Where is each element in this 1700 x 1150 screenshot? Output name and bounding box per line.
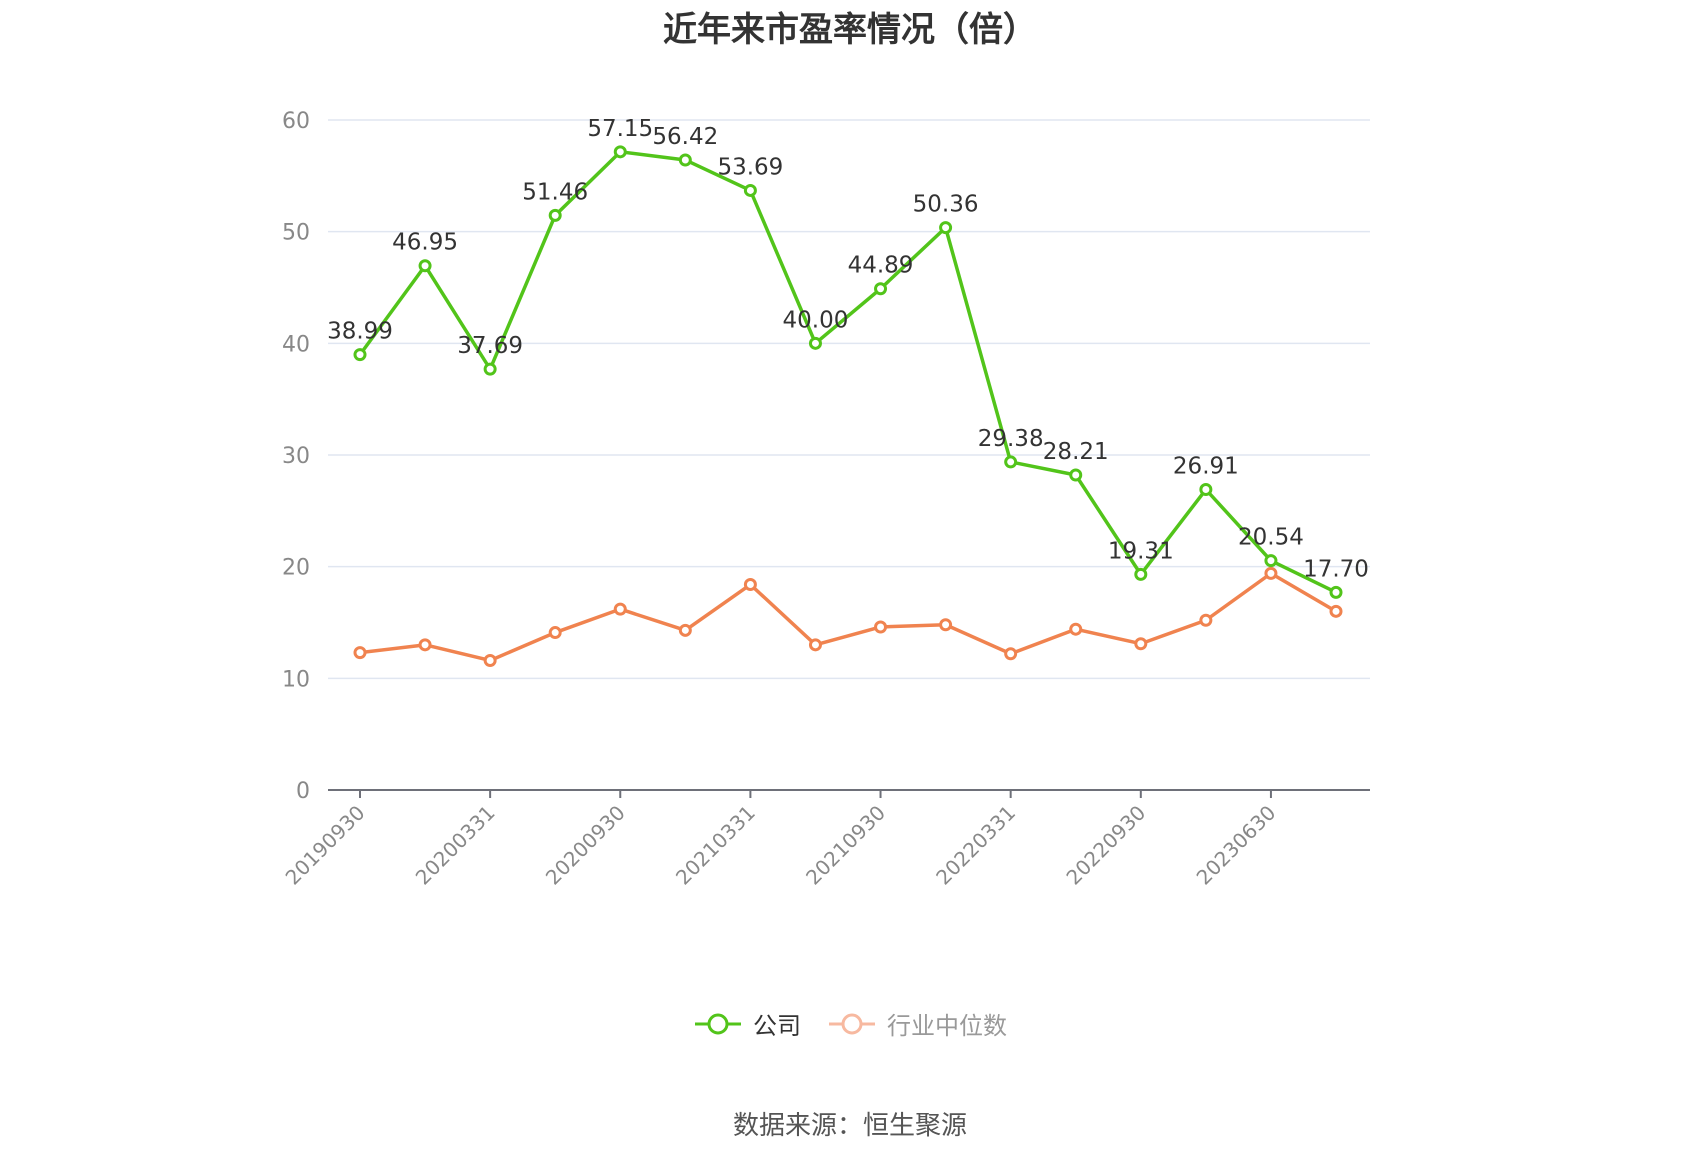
data-label: 29.38 bbox=[978, 426, 1044, 452]
series-0-point bbox=[678, 153, 692, 167]
y-tick-label: 0 bbox=[296, 779, 310, 804]
series-0-point bbox=[613, 145, 627, 159]
data-label: 20.54 bbox=[1238, 525, 1304, 551]
data-label: 38.99 bbox=[327, 319, 393, 345]
data-label: 53.69 bbox=[717, 154, 783, 180]
x-tick-label: 20200331 bbox=[411, 801, 500, 890]
y-tick-label: 50 bbox=[282, 221, 310, 246]
series-1-point bbox=[548, 626, 562, 640]
series-0-point bbox=[1329, 585, 1343, 599]
series-line-1 bbox=[359, 571, 1337, 663]
data-label: 56.42 bbox=[652, 124, 718, 150]
series-1-point bbox=[808, 638, 822, 652]
x-tick-label: 20210930 bbox=[801, 801, 890, 890]
series-1-point bbox=[1069, 622, 1083, 636]
series-1-point bbox=[1134, 637, 1148, 651]
data-label: 51.46 bbox=[522, 179, 588, 205]
x-tick-label: 20190930 bbox=[281, 801, 370, 890]
series-1-point bbox=[483, 653, 497, 667]
x-tick-label: 20200930 bbox=[541, 801, 630, 890]
series-0-point bbox=[808, 336, 822, 350]
y-tick-label: 20 bbox=[282, 556, 310, 581]
legend-company-label: 公司 bbox=[753, 1012, 801, 1040]
chart-title: 近年来市盈率情况（倍） bbox=[663, 10, 1037, 50]
data-label: 57.15 bbox=[587, 116, 653, 142]
series-1-point bbox=[874, 620, 888, 634]
series-line-0 bbox=[358, 150, 1337, 594]
legend: 公司 行业中位数 bbox=[0, 1006, 1700, 1041]
series-1-point bbox=[1199, 613, 1213, 627]
series-0-point bbox=[1134, 567, 1148, 581]
series-0-point bbox=[874, 282, 888, 296]
series-0-point bbox=[548, 208, 562, 222]
legend-item-industry-median[interactable]: 行业中位数 bbox=[827, 1006, 1007, 1041]
series-0-point bbox=[1004, 455, 1018, 469]
data-label: 17.70 bbox=[1303, 556, 1369, 582]
series-1-point bbox=[743, 578, 757, 592]
series-layer bbox=[353, 145, 1343, 667]
data-label: 50.36 bbox=[913, 192, 979, 218]
y-tick-label: 10 bbox=[282, 667, 310, 692]
series-0-point bbox=[743, 183, 757, 197]
series-0-point bbox=[1264, 554, 1278, 568]
series-1-point bbox=[1004, 647, 1018, 661]
source-note: 数据来源：恒生聚源 bbox=[732, 1111, 967, 1141]
x-tick-label: 20220331 bbox=[931, 801, 1020, 890]
data-label: 28.21 bbox=[1043, 439, 1109, 465]
series-1-point bbox=[678, 623, 692, 637]
y-tick-label: 40 bbox=[282, 332, 310, 357]
legend-industry-icon bbox=[829, 1013, 875, 1034]
x-tick-label: 20210331 bbox=[671, 801, 760, 890]
series-1-point bbox=[613, 602, 627, 616]
data-label: 26.91 bbox=[1173, 454, 1239, 480]
data-label: 40.00 bbox=[783, 307, 849, 333]
grid-lines bbox=[328, 119, 1370, 680]
legend-industry-label: 行业中位数 bbox=[887, 1012, 1007, 1040]
series-0-point bbox=[353, 348, 367, 362]
axes: 0 10 20 30 40 50 60 20190930 20200331 20200930 202… bbox=[281, 109, 1370, 890]
x-tick-label: 20220930 bbox=[1061, 801, 1150, 890]
series-0-point bbox=[939, 221, 953, 235]
series-1-point bbox=[939, 618, 953, 632]
data-label: 19.31 bbox=[1108, 538, 1174, 564]
y-tick-label: 30 bbox=[282, 444, 310, 469]
data-label: 44.89 bbox=[848, 253, 914, 279]
y-tick-label: 60 bbox=[282, 109, 310, 134]
x-tick-label: 20230630 bbox=[1192, 801, 1281, 890]
series-0-point bbox=[1199, 483, 1213, 497]
series-0-point bbox=[418, 259, 432, 273]
legend-item-company[interactable]: 公司 bbox=[693, 1006, 801, 1041]
data-label: 46.95 bbox=[392, 230, 458, 256]
series-1-point bbox=[418, 638, 432, 652]
series-0-point bbox=[1069, 468, 1083, 482]
series-1-point bbox=[353, 646, 367, 660]
data-label: 37.69 bbox=[457, 333, 523, 359]
data-labels: 38.99 46.95 37.69 51.46 57.15 56.42 53.69 40.00… bbox=[327, 116, 1369, 583]
series-1-point bbox=[1329, 604, 1343, 618]
series-0-point bbox=[483, 362, 497, 376]
series-1-point bbox=[1264, 566, 1278, 580]
legend-company-icon bbox=[695, 1013, 741, 1034]
